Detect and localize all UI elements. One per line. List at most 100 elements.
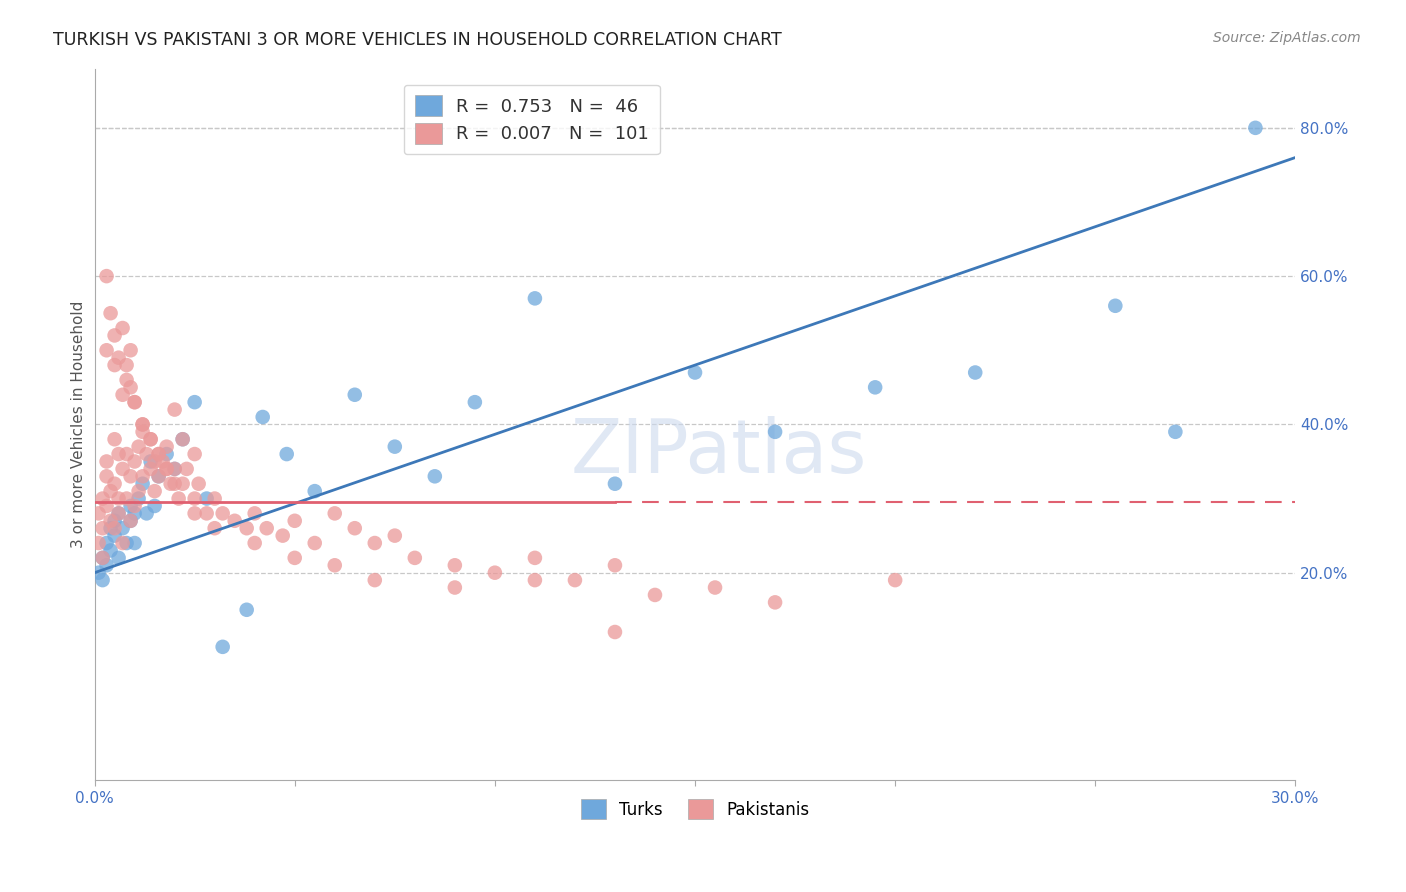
Point [183, 491, 205, 506]
Point [156, 447, 179, 461]
Point [284, 550, 307, 565]
Point [128, 491, 150, 506]
Point [163, 402, 186, 417]
Point [159, 476, 181, 491]
Point [96, 469, 118, 483]
Point [100, 543, 122, 558]
Point [124, 454, 146, 468]
Point [195, 491, 218, 506]
Point [484, 566, 506, 580]
Point [131, 417, 153, 432]
Point [107, 507, 129, 521]
Point [603, 476, 626, 491]
Point [100, 514, 122, 528]
Point [172, 432, 194, 446]
Point [111, 536, 134, 550]
Point [111, 521, 134, 535]
Point [1244, 120, 1267, 135]
Point [423, 469, 446, 483]
Text: TURKISH VS PAKISTANI 3 OR MORE VEHICLES IN HOUSEHOLD CORRELATION CHART: TURKISH VS PAKISTANI 3 OR MORE VEHICLES … [53, 31, 782, 49]
Point [148, 447, 170, 461]
Point [100, 306, 122, 320]
Point [131, 476, 153, 491]
Point [163, 476, 186, 491]
Point [107, 447, 129, 461]
Point [91, 521, 114, 535]
Point [163, 462, 186, 476]
Point [115, 447, 138, 461]
Point [163, 462, 186, 476]
Point [135, 447, 157, 461]
Point [343, 388, 366, 402]
Point [443, 581, 465, 595]
Point [464, 395, 486, 409]
Point [603, 625, 626, 640]
Point [111, 321, 134, 335]
Point [96, 454, 118, 468]
Point [143, 499, 166, 513]
Point [1104, 299, 1126, 313]
Point [96, 343, 118, 358]
Point [304, 536, 326, 550]
Point [763, 425, 786, 439]
Point [124, 499, 146, 513]
Point [91, 573, 114, 587]
Point [131, 469, 153, 483]
Point [115, 373, 138, 387]
Point [176, 462, 198, 476]
Point [965, 366, 987, 380]
Point [404, 550, 426, 565]
Point [103, 528, 125, 542]
Point [884, 573, 907, 587]
Point [139, 432, 162, 446]
Point [863, 380, 886, 394]
Point [172, 476, 194, 491]
Point [271, 528, 294, 542]
Point [156, 462, 179, 476]
Point [384, 528, 406, 542]
Point [364, 573, 387, 587]
Point [124, 507, 146, 521]
Point [111, 388, 134, 402]
Point [384, 440, 406, 454]
Point [120, 343, 142, 358]
Point [167, 491, 190, 506]
Point [343, 521, 366, 535]
Point [120, 380, 142, 394]
Point [187, 476, 209, 491]
Point [704, 581, 727, 595]
Point [148, 469, 170, 483]
Point [235, 603, 257, 617]
Point [683, 366, 706, 380]
Point [152, 454, 174, 468]
Point [128, 484, 150, 499]
Point [224, 514, 246, 528]
Point [156, 462, 179, 476]
Point [124, 395, 146, 409]
Point [364, 536, 387, 550]
Point [111, 462, 134, 476]
Point [107, 550, 129, 565]
Point [100, 484, 122, 499]
Point [644, 588, 666, 602]
Point [131, 425, 153, 439]
Point [120, 514, 142, 528]
Point [107, 491, 129, 506]
Point [523, 550, 546, 565]
Point [323, 507, 346, 521]
Point [603, 558, 626, 573]
Point [96, 536, 118, 550]
Point [243, 507, 266, 521]
Point [139, 454, 162, 468]
Point [87, 507, 110, 521]
Point [107, 351, 129, 365]
Point [183, 507, 205, 521]
Point [91, 491, 114, 506]
Point [323, 558, 346, 573]
Point [243, 536, 266, 550]
Point [120, 469, 142, 483]
Point [131, 417, 153, 432]
Point [120, 499, 142, 513]
Point [103, 514, 125, 528]
Point [128, 440, 150, 454]
